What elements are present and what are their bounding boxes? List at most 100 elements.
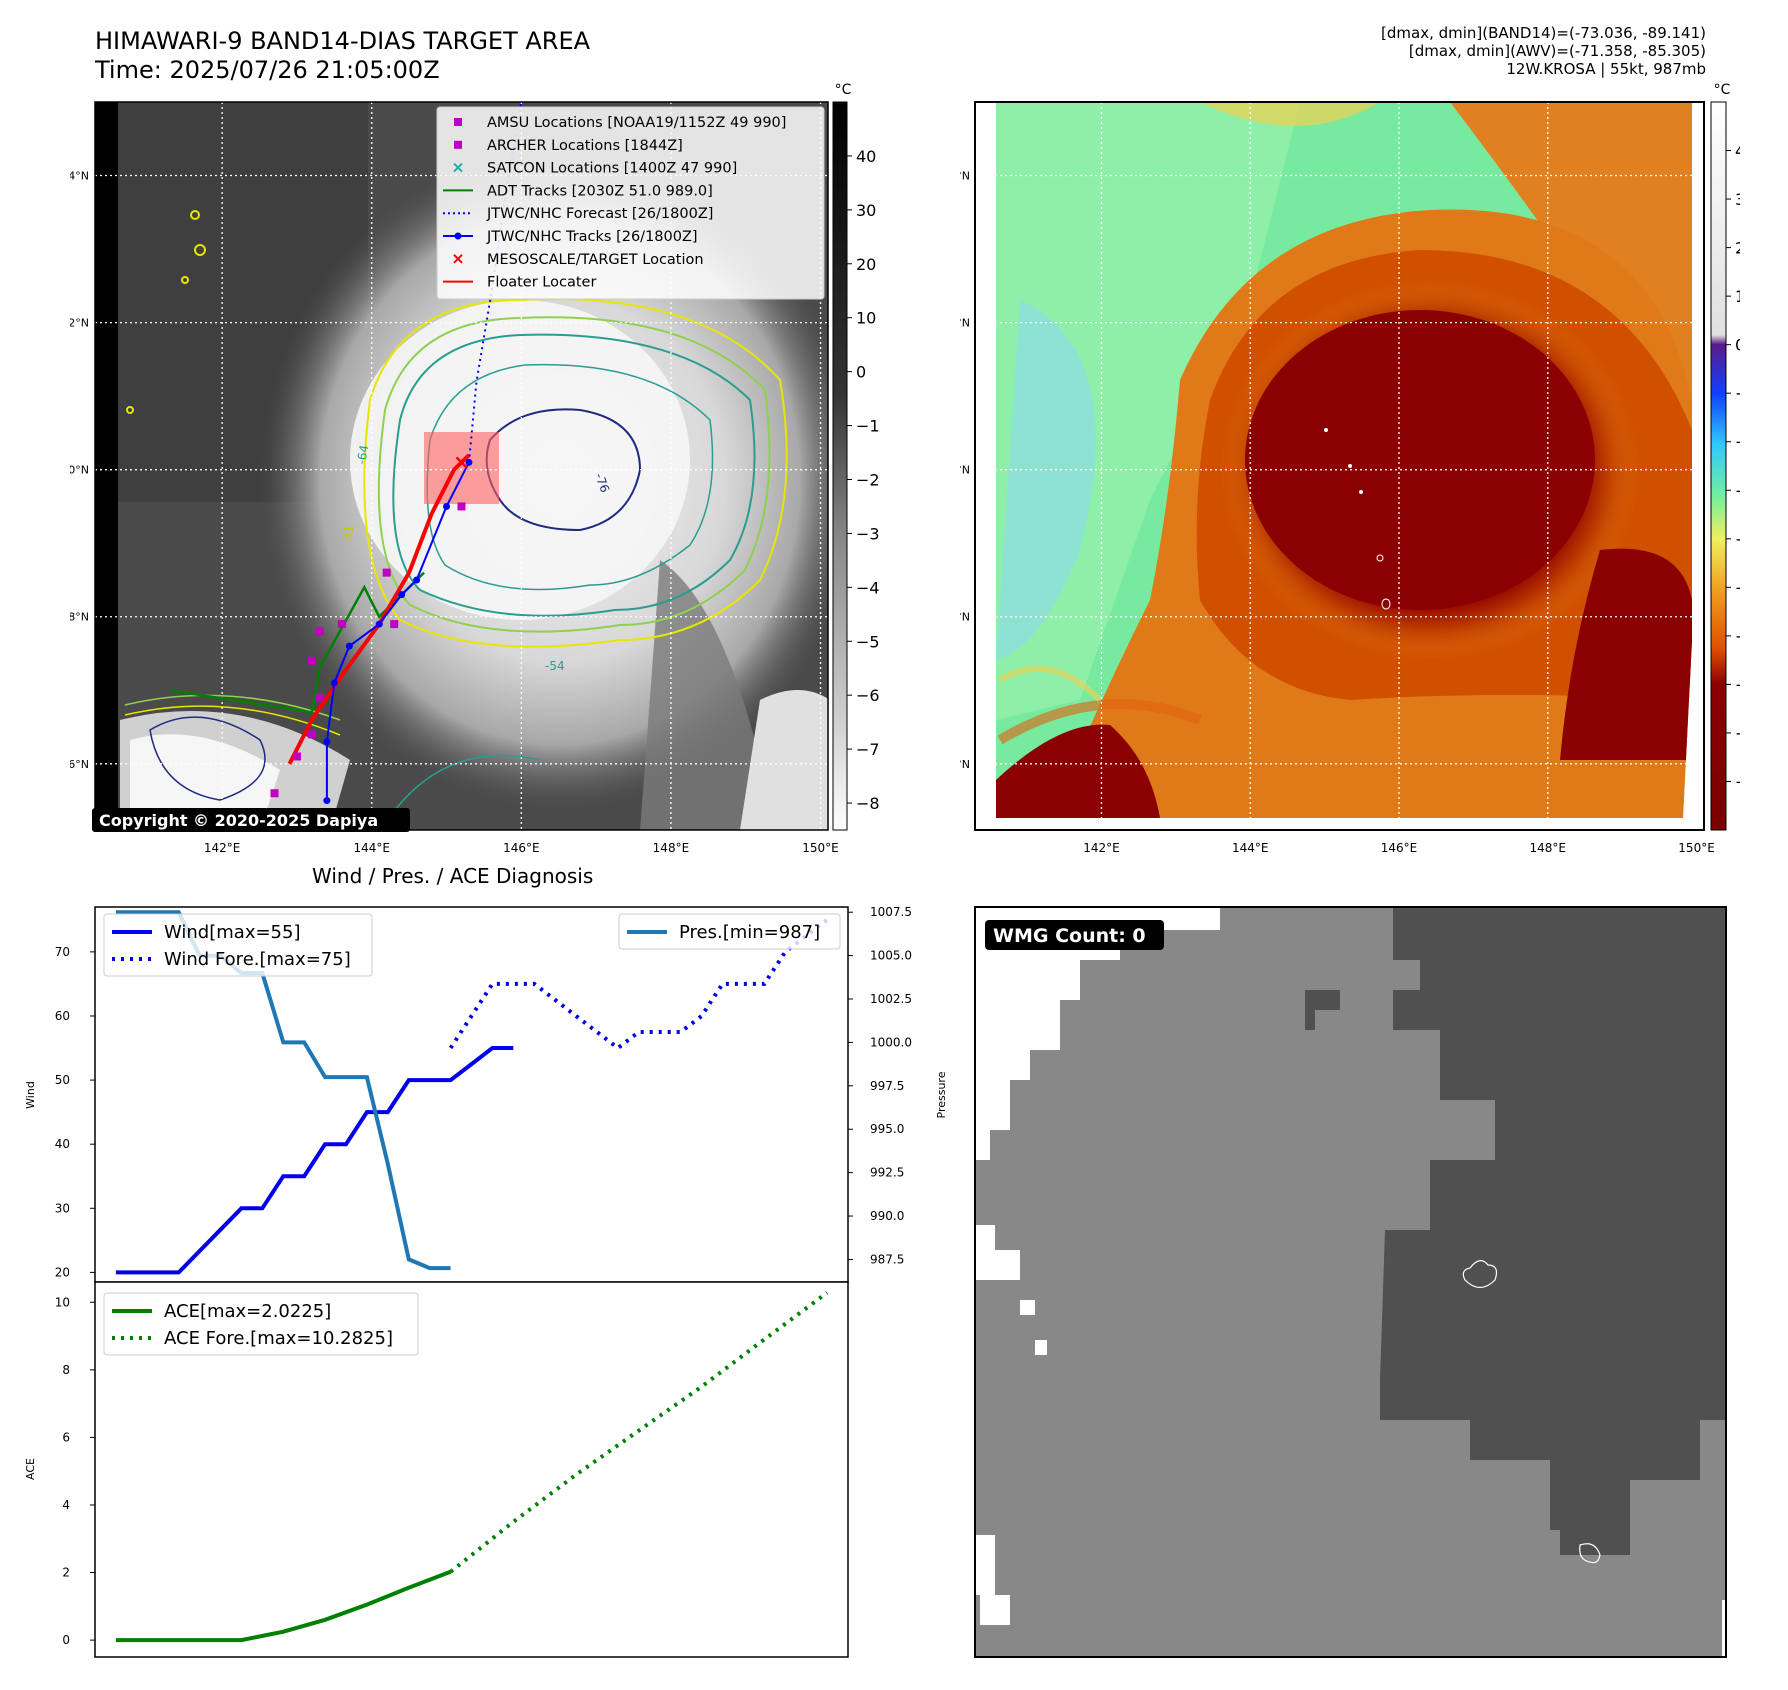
colorbar-tick-label: −30 — [1735, 481, 1740, 500]
colorbar-tick-label: −10 — [1735, 384, 1740, 403]
wmg-white-regions — [975, 907, 1726, 1657]
lon-tick-label: 144°E — [1232, 841, 1269, 855]
colorbar-tick-label: 30 — [856, 201, 876, 220]
lat-tick-label: 18°N — [70, 611, 89, 624]
lat-tick-label: 24°N — [70, 170, 89, 183]
pressure-tick-label: 1005.0 — [870, 949, 912, 963]
diagnosis-title: Wind / Pres. / ACE Diagnosis — [312, 864, 594, 888]
floater-box — [424, 432, 499, 504]
lat-tick-label: 20°N — [70, 464, 89, 477]
colorbar-tick-label: −40 — [856, 578, 880, 597]
jtwc-track-point — [443, 502, 451, 510]
amsu-point — [382, 568, 391, 577]
lat-tick-label: 22°N — [960, 317, 970, 330]
legend-entry: MESOSCALE/TARGET Location — [453, 252, 704, 268]
wind-tick-label: 50 — [55, 1073, 70, 1087]
legend-label: ARCHER Locations [1844Z] — [487, 138, 683, 154]
ir-lat-labels: 24°N 22°N 20°N 18°N 16°N — [70, 170, 89, 771]
wind-tick-label: 70 — [55, 945, 70, 959]
colorbar-tick-label: −70 — [1735, 675, 1740, 694]
lon-tick-label: 144°E — [353, 841, 390, 855]
ace-tick-label: 4 — [62, 1498, 70, 1512]
figure-title: HIMAWARI-9 BAND14-DIAS TARGET AREA Time:… — [95, 27, 590, 85]
colorbar-tick-label: −80 — [1735, 724, 1740, 743]
pressure-tick-label: 1007.5 — [870, 905, 912, 919]
contour-label: -64 — [354, 444, 371, 466]
wind-tick-label: 60 — [55, 1009, 70, 1023]
colorbar-tick-label: 0 — [856, 363, 866, 382]
ace-tick-label: 10 — [55, 1295, 70, 1309]
amsu-point — [307, 656, 316, 665]
contour-label: -54 — [545, 659, 565, 673]
jtwc-track-point — [345, 642, 353, 650]
legend-entry: SATCON Locations [1400Z 47 990] — [453, 161, 737, 177]
legend-label: SATCON Locations [1400Z 47 990] — [487, 161, 737, 177]
legend-entry: ARCHER Locations [1844Z] — [454, 138, 683, 154]
amsu-point — [315, 693, 324, 702]
legend-entry: JTWC/NHC Forecast [26/1800Z] — [443, 206, 713, 222]
enhanced-imagery — [996, 102, 1692, 818]
wind-legend: Wind[max=55] Wind Fore.[max=75] — [103, 913, 373, 977]
pressure-tick-label: 1000.0 — [870, 1035, 912, 1049]
legend-entry: ADT Tracks [2030Z 51.0 989.0] — [443, 183, 713, 199]
lon-tick-label: 150°E — [1678, 841, 1715, 855]
colorbar-tick-label: −50 — [856, 632, 880, 651]
legend-label: Pres.[min=987] — [679, 922, 820, 943]
gray-colorbar — [832, 101, 848, 831]
info-line-2: [dmax, dmin](AWV)=(-71.358, -85.305) — [1408, 42, 1706, 60]
color-colorbar-ticks: 40 30 20 10 0 −10 −20 −30 −40 −50 −60 −70 −80 −90 — [1726, 142, 1740, 791]
info-line-1: [dmax, dmin](BAND14)=(-73.036, -89.141) — [1381, 24, 1706, 42]
colorbar-tick-label: −80 — [856, 794, 880, 813]
amsu-point — [292, 752, 301, 761]
wind-axis-label: Wind — [24, 1081, 37, 1109]
colorbar-tick-label: −20 — [1735, 433, 1740, 452]
wind-pressure-chart: Wind Pressure 20 30 40 50 60 70 987.5 990.0 992… — [24, 905, 948, 1283]
colorbar-tick-label: −10 — [856, 417, 880, 436]
series-line — [115, 1046, 514, 1275]
colorbar-tick-label: −90 — [1735, 772, 1740, 791]
ace-chart: ACE 0 2 4 6 8 10 ACE[max=2.0225] ACE Fore.[max… — [24, 1281, 849, 1658]
legend-label: JTWC/NHC Tracks [26/1800Z] — [486, 229, 698, 245]
legend-label: Wind Fore.[max=75] — [164, 949, 351, 970]
colorbar-tick-label: 0 — [1735, 336, 1740, 355]
legend-label: ACE Fore.[max=10.2825] — [164, 1328, 393, 1349]
colorbar-tick-label: −30 — [856, 524, 880, 543]
colorbar-tick-label: −60 — [856, 686, 880, 705]
legend-label: JTWC/NHC Forecast [26/1800Z] — [486, 206, 713, 222]
enhanced-lat-labels: 24°N 22°N 20°N 18°N 16°N — [960, 170, 970, 771]
title-line-2: Time: 2025/07/26 21:05:00Z — [95, 56, 440, 84]
legend-label: Floater Locater — [487, 275, 596, 291]
lon-tick-label: 142°E — [1083, 841, 1120, 855]
enhanced-lon-labels: 142°E 144°E 146°E 148°E 150°E — [1083, 841, 1715, 855]
storm-info: [dmax, dmin](BAND14)=(-73.036, -89.141) … — [1381, 24, 1706, 78]
amsu-point — [457, 502, 466, 511]
gray-colorbar-ticks: 40 30 20 10 0 −10 −20 −30 −40 −50 −60 −70 −80 — [847, 147, 880, 813]
copyright-text: Copyright © 2020-2025 Dapiya — [99, 811, 378, 830]
wmg-dark-regions — [1305, 907, 1726, 1555]
ace-tick-label: 8 — [62, 1363, 70, 1377]
colorbar-tick-label: 40 — [856, 147, 876, 166]
jtwc-track-point — [323, 797, 331, 805]
legend-entry: Floater Locater — [443, 275, 596, 291]
legend-entry: JTWC/NHC Tracks [26/1800Z] — [443, 229, 698, 245]
lat-tick-label: 18°N — [960, 611, 970, 624]
pressure-tick-label: 992.5 — [870, 1166, 904, 1180]
colorbar-tick-label: 10 — [1735, 287, 1740, 306]
contour-label: -76 — [592, 471, 612, 494]
lon-tick-label: 148°E — [1530, 841, 1567, 855]
pressure-axis-label: Pressure — [935, 1071, 948, 1118]
ir-lon-labels: 142°E 144°E 146°E 148°E 150°E — [204, 841, 839, 855]
ace-legend: ACE[max=2.0225] ACE Fore.[max=10.2825] — [103, 1292, 419, 1356]
ir-enhanced-map-panel: 24°N 22°N 20°N 18°N 16°N 142°E 144°E 146°E 148°… — [960, 82, 1740, 855]
target-marker — [455, 456, 468, 469]
title-line-1: HIMAWARI-9 BAND14-DIAS TARGET AREA — [95, 27, 591, 55]
lon-tick-label: 148°E — [653, 841, 690, 855]
lon-tick-label: 146°E — [1381, 841, 1418, 855]
jtwc-track-point — [323, 738, 331, 746]
pressure-tick-label: 995.0 — [870, 1122, 904, 1136]
wmg-count-label: WMG Count: 0 — [993, 925, 1146, 947]
lat-tick-label: 16°N — [960, 758, 970, 771]
colorbar-tick-label: 20 — [856, 255, 876, 274]
copyright-box — [92, 808, 410, 832]
